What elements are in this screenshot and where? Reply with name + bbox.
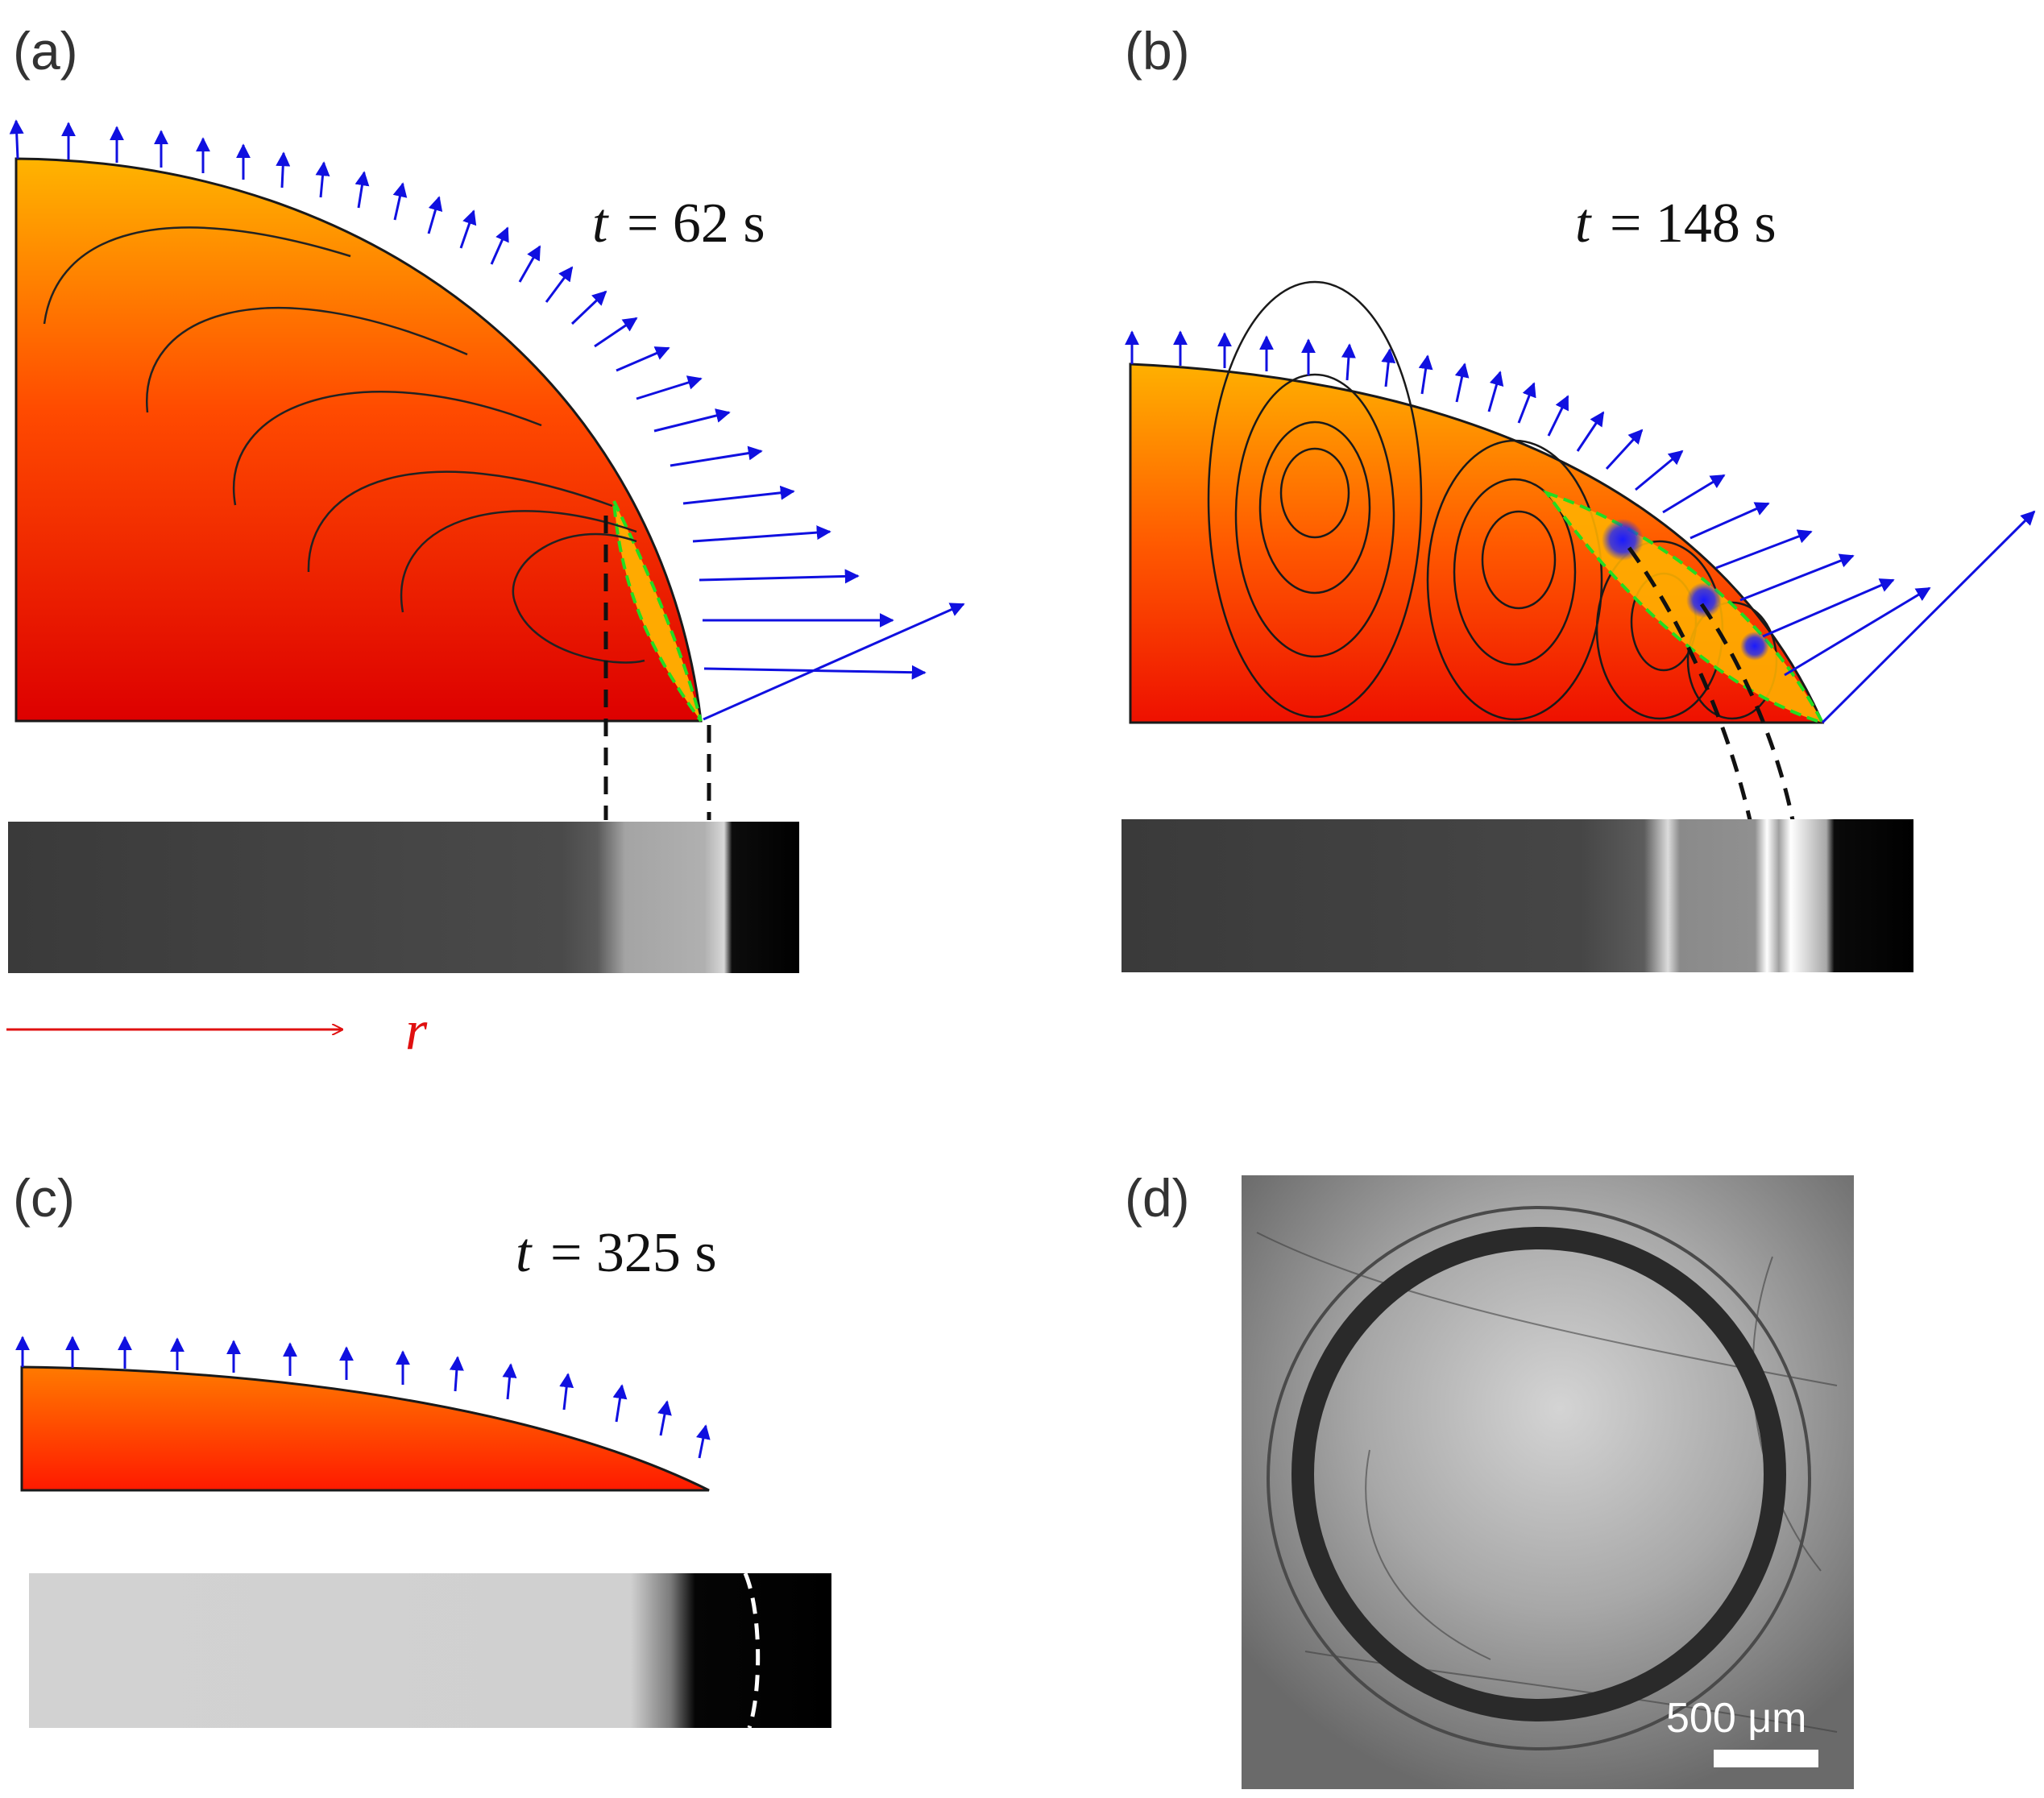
- deposit-region-a: [612, 500, 703, 723]
- flux-arrows-a: [9, 119, 965, 721]
- interference-strip-c: [29, 1573, 831, 1728]
- flux-arrow: [1690, 502, 1770, 540]
- flux-arrow: [703, 603, 965, 721]
- flux-arrow: [616, 346, 670, 372]
- flux-arrow: [1517, 382, 1536, 424]
- particle-clusters-b: [1602, 519, 1769, 661]
- interference-strip-a: [8, 822, 799, 973]
- projection-lines-a: [603, 516, 711, 820]
- projection-lines-b: [1627, 546, 1795, 821]
- panel-b-label: (b): [1125, 21, 1190, 81]
- flux-arrow: [570, 290, 607, 325]
- panel-c: (c) t = 325 s: [13, 1168, 831, 1729]
- radial-axis: r: [6, 1000, 428, 1062]
- flux-arrow: [636, 375, 703, 400]
- flux-arrow: [1576, 411, 1605, 452]
- flux-arrow: [392, 182, 408, 221]
- flux-arrow: [1341, 343, 1356, 381]
- flux-arrow: [276, 151, 291, 188]
- panel-c-time-value: = 325 s: [550, 1222, 717, 1284]
- flux-arrow: [1547, 395, 1569, 437]
- deposit-ring-d: [1291, 1227, 1786, 1721]
- flux-arrow: [1487, 371, 1504, 412]
- flux-arrow: [518, 245, 541, 283]
- panel-b-time-var: t: [1575, 193, 1592, 255]
- flux-arrow: [1454, 362, 1470, 403]
- flux-arrow: [559, 1373, 574, 1411]
- flux-arrow: [682, 485, 795, 505]
- panel-c-time: t = 325 s: [516, 1222, 717, 1284]
- flux-arrow: [695, 1424, 711, 1459]
- flux-arrow: [692, 525, 831, 543]
- flux-arrow: [354, 171, 370, 209]
- panel-c-time-var: t: [516, 1222, 533, 1284]
- flux-arrows-c: [15, 1336, 711, 1459]
- flux-arrow: [315, 161, 330, 198]
- flux-arrow: [449, 1356, 464, 1392]
- flux-arrow: [427, 196, 443, 234]
- flux-arrow: [545, 266, 574, 303]
- flux-arrow: [1715, 529, 1813, 570]
- flux-arrow: [1821, 510, 2036, 724]
- flux-arrow: [657, 1400, 672, 1436]
- interference-strip-b: [1122, 819, 1913, 972]
- flux-arrow: [502, 1363, 517, 1400]
- scale-bar-line-d: [1714, 1750, 1818, 1767]
- droplet-b: [1129, 362, 1825, 724]
- panel-b-time: t = 148 s: [1575, 193, 1777, 255]
- flux-arrow: [670, 445, 763, 467]
- panel-a-label: (a): [13, 21, 78, 81]
- flux-arrows-b: [1125, 330, 2036, 724]
- panel-a-time-value: = 62 s: [627, 193, 765, 255]
- scale-bar-label-d: 500 μm: [1666, 1695, 1806, 1742]
- droplet-a: [15, 157, 703, 723]
- flux-arrow: [1635, 450, 1684, 491]
- flux-arrow: [612, 1384, 628, 1423]
- scale-bar-d: 500 μm: [1666, 1695, 1818, 1767]
- flux-arrow: [1605, 429, 1644, 470]
- streamlines-a: [43, 226, 645, 664]
- contact-line-marker-c: [743, 1572, 761, 1729]
- flux-arrow: [1418, 354, 1433, 395]
- flux-arrow: [1739, 553, 1855, 602]
- panel-a: (a) t = 62 s r: [6, 21, 965, 1062]
- panel-c-label: (c): [13, 1168, 75, 1228]
- flux-arrow: [459, 209, 477, 249]
- flux-arrow: [1762, 578, 1895, 638]
- flux-arrow: [699, 569, 860, 584]
- panel-b: (b) t = 148 s: [1122, 21, 2036, 972]
- radial-axis-label: r: [405, 1000, 428, 1062]
- flux-arrow: [9, 119, 24, 160]
- flux-arrow: [490, 226, 509, 265]
- panel-d-label: (d): [1125, 1168, 1190, 1228]
- droplet-c: [20, 1365, 710, 1492]
- panel-a-time: t = 62 s: [592, 193, 765, 255]
- deposit-ring-outer-d: [1267, 1206, 1811, 1750]
- panel-d: (d) 500 μm: [1125, 1168, 1854, 1789]
- micrograph-scratches-d: [1256, 1232, 1838, 1733]
- panel-b-time-value: = 148 s: [1610, 193, 1777, 255]
- flux-arrow: [1381, 348, 1396, 387]
- flux-arrow: [1784, 586, 1931, 677]
- panel-a-time-var: t: [592, 193, 609, 255]
- flux-arrow: [1662, 474, 1726, 514]
- flux-arrow: [653, 408, 731, 433]
- flux-arrow: [594, 317, 638, 348]
